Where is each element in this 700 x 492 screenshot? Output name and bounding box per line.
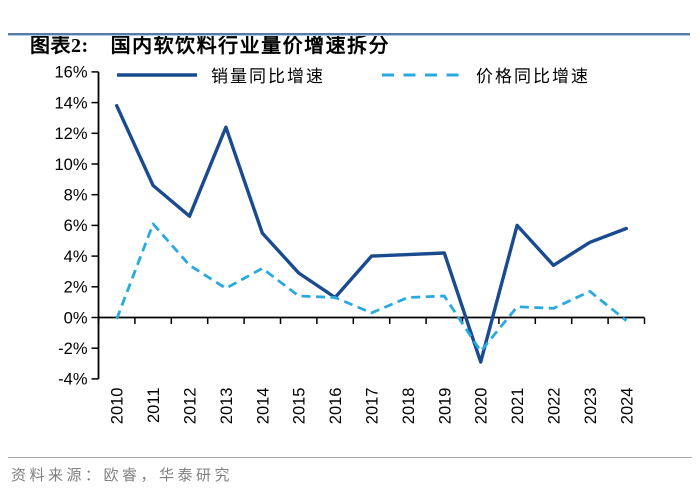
legend-line-sample (382, 73, 462, 76)
x-axis-label: 2018 (400, 388, 418, 425)
x-axis-label: 2022 (546, 388, 564, 425)
y-axis-label: -2% (58, 340, 88, 358)
x-axis-label: 2019 (436, 388, 454, 425)
legend-label: 价格同比增速 (476, 67, 590, 86)
y-axis-label: 14% (54, 94, 87, 112)
x-axis-label: 2020 (473, 388, 491, 425)
y-axis-label: 6% (64, 217, 88, 235)
chart-legend: 销量同比增速 价格同比增速 (116, 62, 590, 87)
legend-item: 价格同比增速 (381, 62, 590, 87)
legend-item: 销量同比增速 (116, 62, 325, 87)
legend-label: 销量同比增速 (211, 67, 325, 86)
figure-title-row: 图表2: 国内软饮料行业量价增速拆分 (10, 6, 390, 81)
y-axis-label: 16% (54, 64, 87, 82)
line-chart: 16% 14% 12% 10% 8% 6% 4% 2% 0% -2% -4% 2010 2011 2012… (54, 64, 646, 425)
x-axis-label: 2013 (218, 388, 236, 425)
page-title: 国内软饮料行业量价增速拆分 (110, 35, 391, 57)
title-underline (8, 33, 690, 36)
x-axis-label: 2023 (582, 388, 600, 425)
y-axis-label: 8% (64, 186, 88, 204)
x-axis-label: 2021 (509, 388, 527, 425)
x-axis-label: 2010 (109, 388, 127, 425)
x-axis-label: 2024 (618, 388, 636, 425)
y-axis-label: 10% (54, 156, 87, 174)
x-axis-label: 2016 (327, 388, 345, 425)
x-axis-label: 2011 (145, 388, 163, 423)
series-line-volume (114, 103, 628, 364)
y-axis-label: 2% (64, 279, 88, 297)
x-axis-label: 2012 (182, 388, 200, 425)
figure-label: 图表2: (30, 35, 89, 57)
source-note: 资料来源：欧睿，华泰研究 (11, 468, 234, 484)
y-axis-label: 4% (64, 248, 88, 266)
y-axis-label: -4% (58, 371, 88, 389)
series-line-price (115, 222, 628, 353)
y-axis-label: 12% (54, 125, 87, 143)
legend-line-sample (117, 72, 197, 77)
footer-divider (8, 457, 692, 458)
x-axis-label: 2014 (254, 388, 272, 425)
y-axis-label: 0% (64, 309, 88, 327)
x-axis-label: 2017 (364, 388, 382, 425)
x-axis-label: 2015 (291, 388, 309, 425)
